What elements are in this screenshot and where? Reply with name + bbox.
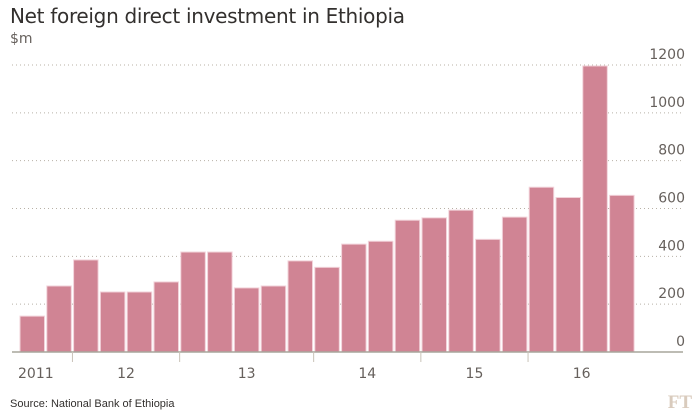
bar [207,251,233,353]
bar [180,251,206,353]
bar [126,291,153,353]
y-tick-label: 0 [676,334,685,350]
x-tick-label: 12 [117,366,135,382]
bar [501,216,528,353]
x-tick-label: 13 [238,366,256,382]
bar [367,240,394,353]
source-note: Source: National Bank of Ethiopia [10,398,175,410]
y-tick-label: 200 [658,286,685,302]
bar [448,209,474,353]
ft-logo: FT [667,392,692,413]
bar [287,260,313,353]
chart-title: Net foreign direct investment in Ethiopi… [10,4,405,28]
bar [421,217,447,353]
y-tick-label: 1000 [649,95,685,111]
y-tick-label: 1200 [649,47,685,63]
y-tick-label: 600 [658,191,685,207]
bar [582,65,608,353]
bar [233,287,260,353]
x-tick-label: 15 [466,366,484,382]
bar [260,285,287,353]
bar [609,194,635,353]
bar [19,315,45,353]
bar [528,186,555,353]
x-tick-label: 16 [573,366,591,382]
bar [475,238,501,353]
y-axis-unit: $m [10,31,33,47]
bar [153,281,179,353]
bar [555,196,581,353]
bar [46,285,72,353]
bar [394,219,421,353]
bar [314,266,340,353]
x-tick-label: 2011 [18,366,54,382]
y-tick-label: 800 [658,143,685,159]
x-tick-label: 14 [358,366,376,382]
bar [73,259,99,353]
bar [99,291,126,353]
bar [341,243,367,353]
y-tick-label: 400 [658,238,685,254]
